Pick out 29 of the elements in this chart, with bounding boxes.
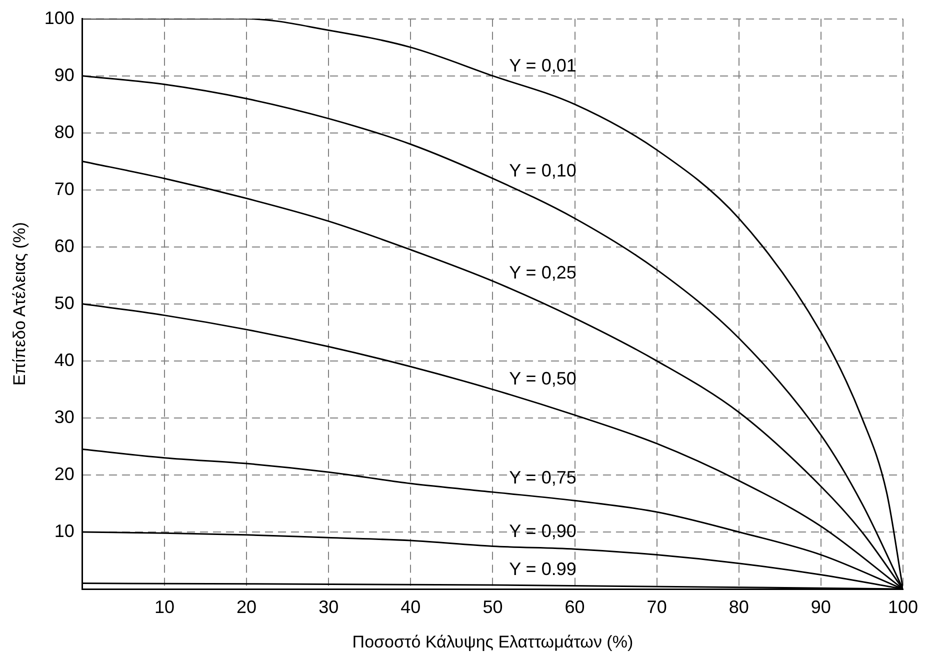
x-tick-label: 90	[810, 596, 831, 617]
series-label: Y = 0,25	[509, 262, 576, 282]
y-axis-title: Επίπεδο Ατέλειας (%)	[10, 222, 29, 386]
x-tick-label: 20	[236, 596, 257, 617]
x-tick-label: 80	[728, 596, 749, 617]
x-tick-label: 100	[888, 596, 918, 617]
y-tick-label: 20	[54, 464, 74, 484]
y-tick-label: 40	[54, 350, 74, 370]
y-tick-label: 90	[54, 64, 74, 85]
y-tick-label: 80	[54, 122, 74, 142]
x-tick-label: 70	[646, 596, 667, 617]
y-tick-label: 100	[44, 8, 74, 28]
y-tick-label: 50	[54, 292, 74, 313]
series-label: Y = 0,10	[509, 160, 576, 180]
series-label: Y = 0,75	[509, 468, 576, 488]
series-label: Y = 0,50	[509, 368, 576, 389]
x-tick-label: 50	[482, 596, 503, 617]
x-axis-title: Ποσοστό Κάλυψης Ελαττωμάτων (%)	[352, 632, 634, 652]
series-label: Y = 0.99	[509, 559, 576, 580]
x-tick-label: 30	[318, 596, 339, 617]
y-tick-label: 60	[54, 236, 74, 256]
series-label: Y = 0,01	[509, 55, 576, 76]
series-label: Y = 0,90	[509, 520, 576, 541]
x-tick-label: 40	[400, 596, 421, 617]
x-tick-label: 60	[564, 596, 585, 617]
y-tick-label: 70	[54, 178, 74, 199]
x-tick-label: 10	[154, 596, 175, 617]
y-tick-label: 10	[54, 520, 74, 541]
y-tick-label: 30	[54, 406, 74, 427]
